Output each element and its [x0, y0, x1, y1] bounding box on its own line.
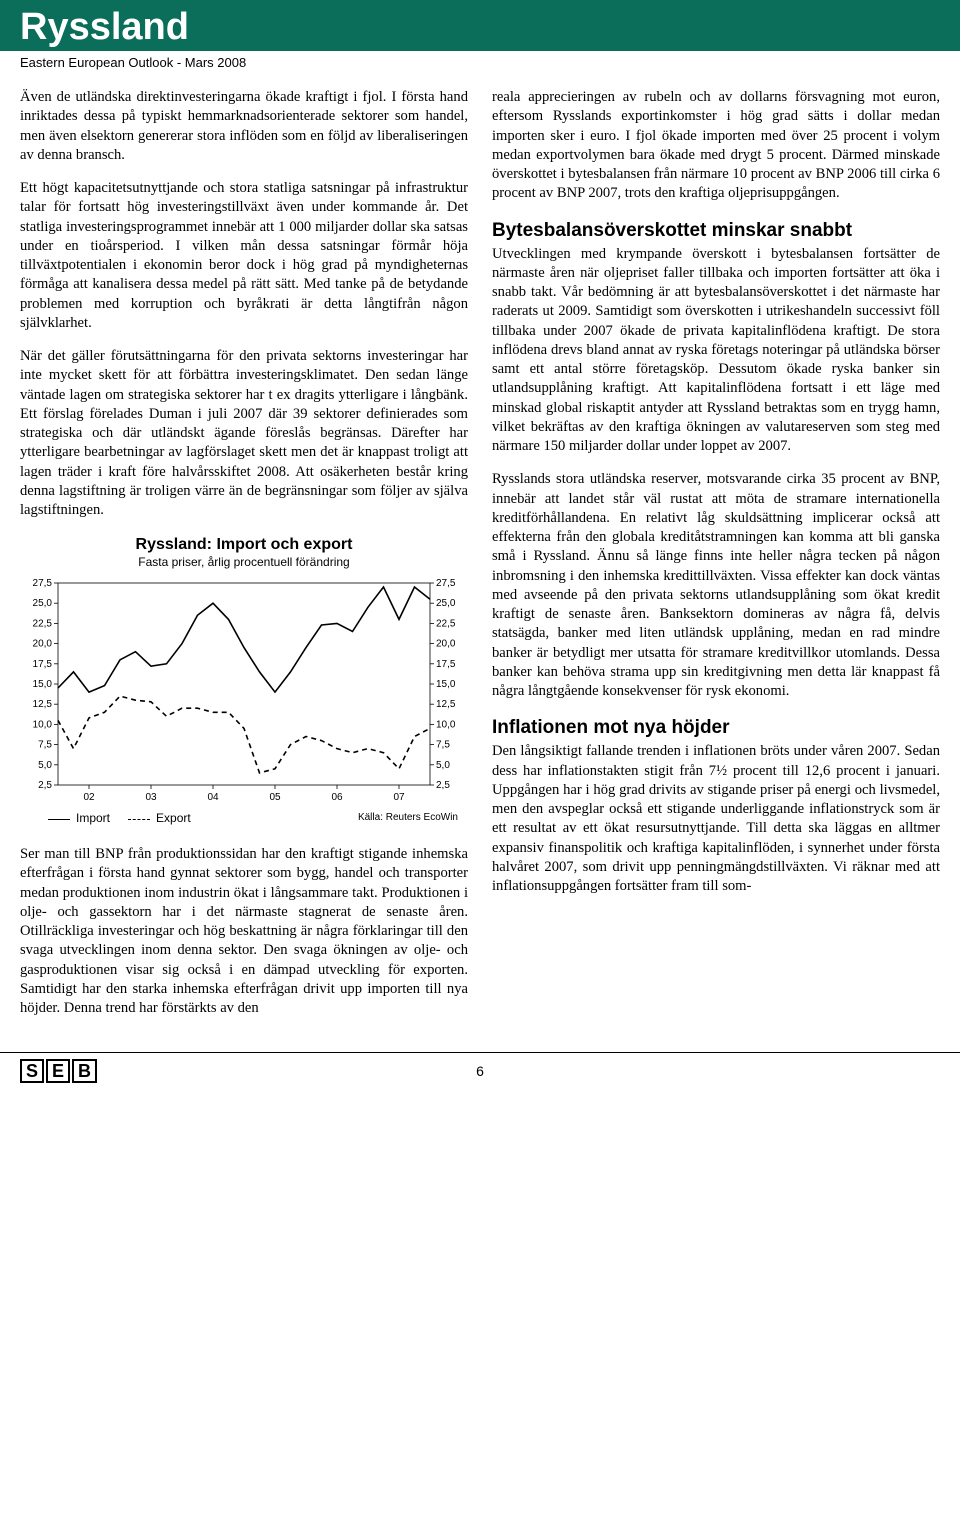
left-p2: Ett högt kapacitetsutnyttjande och stora… [20, 179, 468, 333]
svg-text:05: 05 [269, 792, 281, 803]
seb-logo-b: B [72, 1059, 97, 1083]
svg-text:20,0: 20,0 [436, 639, 456, 650]
legend-line-solid [48, 819, 70, 820]
svg-text:25,0: 25,0 [436, 598, 456, 609]
seb-logo-e: E [46, 1059, 70, 1083]
legend-items: Import Export [48, 811, 191, 827]
left-p3: När det gäller förutsättningarna för den… [20, 347, 468, 520]
svg-text:25,0: 25,0 [33, 598, 53, 609]
legend-export: Export [128, 811, 191, 827]
svg-text:17,5: 17,5 [436, 659, 456, 670]
svg-text:7,5: 7,5 [38, 740, 52, 751]
svg-text:04: 04 [207, 792, 219, 803]
right-h2: Inflationen mot nya höjder [492, 715, 940, 740]
country-title: Ryssland [20, 6, 940, 49]
chart-source: Källa: Reuters EcoWin [358, 811, 458, 827]
svg-text:2,5: 2,5 [436, 780, 450, 791]
header-band: Ryssland [0, 0, 960, 51]
legend-line-dashed [128, 819, 150, 820]
svg-text:10,0: 10,0 [436, 720, 456, 731]
svg-text:22,5: 22,5 [436, 619, 456, 630]
chart-subtitle: Fasta priser, årlig procentuell förändri… [20, 555, 468, 571]
svg-text:02: 02 [83, 792, 95, 803]
svg-text:22,5: 22,5 [33, 619, 53, 630]
svg-text:06: 06 [331, 792, 343, 803]
svg-text:7,5: 7,5 [436, 740, 450, 751]
svg-text:15,0: 15,0 [436, 679, 456, 690]
right-p2: Utvecklingen med krympande överskott i b… [492, 245, 940, 457]
svg-text:27,5: 27,5 [436, 578, 456, 589]
right-column: reala apprecieringen av rubeln och av do… [492, 88, 940, 1032]
seb-logo-s: S [20, 1059, 44, 1083]
footer: S E B 6 [0, 1052, 960, 1082]
page-number: 6 [476, 1063, 484, 1079]
svg-text:12,5: 12,5 [33, 699, 53, 710]
right-p4: Den långsiktigt fallande trenden i infla… [492, 742, 940, 896]
svg-text:2,5: 2,5 [38, 780, 52, 791]
legend-export-label: Export [156, 811, 191, 827]
chart-svg: 2,5 2,5 5,0 5,0 7,5 7,5 10,0 10,0 12,5 12,5 15,0 15… [24, 577, 464, 807]
right-p3: Rysslands stora utländska reserver, mots… [492, 470, 940, 701]
right-h1: Bytesbalansöverskottet minskar snabbt [492, 218, 940, 243]
chart-block: Ryssland: Import och export Fasta priser… [20, 534, 468, 827]
svg-text:20,0: 20,0 [33, 639, 53, 650]
svg-text:5,0: 5,0 [436, 760, 450, 771]
svg-text:10,0: 10,0 [33, 720, 53, 731]
left-column: Även de utländska direktinvesteringarna … [20, 88, 468, 1032]
page: Ryssland Eastern European Outlook - Mars… [0, 0, 960, 1082]
legend-import: Import [48, 811, 110, 827]
svg-text:17,5: 17,5 [33, 659, 53, 670]
content-columns: Även de utländska direktinvesteringarna … [0, 88, 960, 1032]
svg-text:27,5: 27,5 [33, 578, 53, 589]
seb-logo: S E B [20, 1059, 97, 1083]
svg-text:15,0: 15,0 [33, 679, 53, 690]
outlook-subtitle: Eastern European Outlook - Mars 2008 [0, 51, 960, 88]
left-p4: Ser man till BNP från produktionssidan h… [20, 845, 468, 1018]
svg-text:12,5: 12,5 [436, 699, 456, 710]
left-p1: Även de utländska direktinvesteringarna … [20, 88, 468, 165]
svg-text:5,0: 5,0 [38, 760, 52, 771]
legend-import-label: Import [76, 811, 110, 827]
chart-title: Ryssland: Import och export [20, 534, 468, 555]
svg-text:07: 07 [393, 792, 405, 803]
svg-text:03: 03 [145, 792, 157, 803]
chart-legend-row: Import Export Källa: Reuters EcoWin [20, 807, 468, 827]
right-p1: reala apprecieringen av rubeln och av do… [492, 88, 940, 204]
